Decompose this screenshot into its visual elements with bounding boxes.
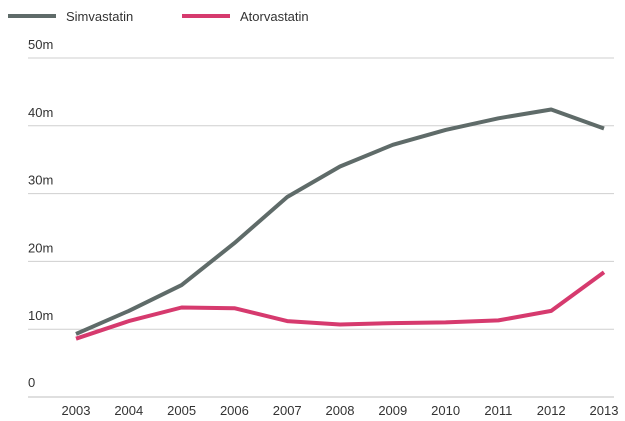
- legend: Simvastatin Atorvastatin: [8, 9, 309, 24]
- y-tick-label-10m: 10m: [28, 308, 53, 323]
- y-tick-label-30m: 30m: [28, 173, 53, 188]
- y-axis-tick-labels: 0 10m 20m 30m 40m 50m: [28, 37, 53, 390]
- x-tick-label-2004: 2004: [114, 403, 143, 418]
- x-tick-label-2011: 2011: [484, 403, 512, 418]
- x-tick-label-2005: 2005: [167, 403, 196, 418]
- series-lines: [75, 107, 606, 341]
- y-tick-label-50m: 50m: [28, 37, 53, 52]
- x-tick-label-2012: 2012: [537, 403, 566, 418]
- legend-label-atorvastatin: Atorvastatin: [240, 9, 309, 24]
- grid: [28, 57, 614, 398]
- x-axis-tick-labels: 2003 2004 2005 2006 2007 2008 2009 2010 2011 2012…: [62, 403, 619, 418]
- y-tick-label-20m: 20m: [28, 240, 53, 255]
- y-tick-label-40m: 40m: [28, 105, 53, 120]
- x-tick-label-2006: 2006: [220, 403, 249, 418]
- x-tick-label-2008: 2008: [326, 403, 355, 418]
- series-line-atorvastatin: [75, 270, 606, 341]
- y-tick-label-0: 0: [28, 375, 35, 390]
- x-tick-label-2013: 2013: [590, 403, 619, 418]
- x-tick-label-2003: 2003: [62, 403, 91, 418]
- x-tick-label-2009: 2009: [378, 403, 407, 418]
- series-line-simvastatin: [75, 107, 605, 336]
- legend-label-simvastatin: Simvastatin: [66, 9, 133, 24]
- x-tick-label-2010: 2010: [431, 403, 460, 418]
- x-tick-label-2007: 2007: [273, 403, 302, 418]
